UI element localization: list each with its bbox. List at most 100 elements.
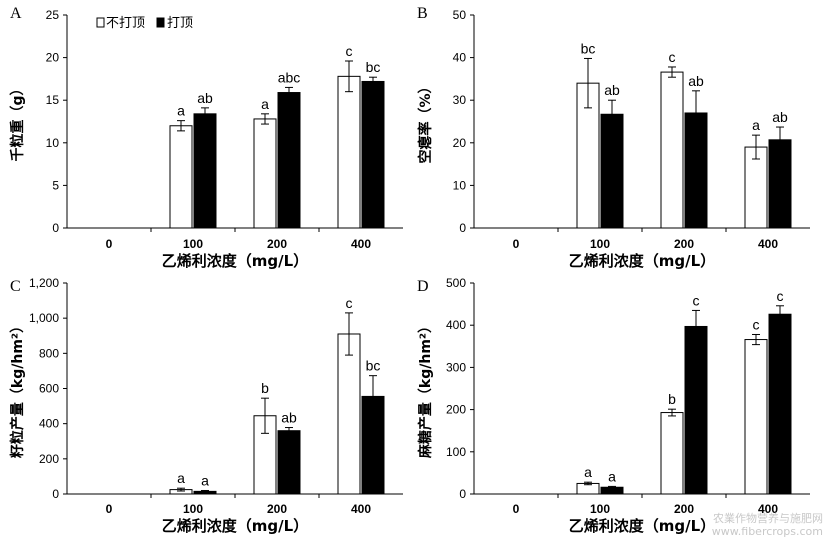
significance-label: a <box>584 464 592 480</box>
y-tick-label: 100 <box>446 445 466 459</box>
significance-label: a <box>261 96 269 112</box>
y-tick-label: 400 <box>446 318 466 332</box>
watermark-line2: www.fibercrops.com <box>711 525 823 538</box>
y-axis-label: 空瘪率（%） <box>417 79 434 163</box>
y-tick-label: 20 <box>46 51 60 65</box>
significance-label: a <box>752 117 760 133</box>
x-tick-label: 200 <box>674 237 694 251</box>
x-tick-label: 200 <box>267 502 287 516</box>
x-axis-label: 乙烯利浓度（mg/L） <box>162 252 308 270</box>
significance-label: c <box>669 49 676 65</box>
bar <box>337 75 361 229</box>
x-tick-label: 100 <box>590 502 610 516</box>
bar <box>600 113 624 229</box>
significance-label: a <box>608 468 616 484</box>
significance-label: bc <box>366 358 381 374</box>
significance-label: bc <box>581 40 596 56</box>
legend-label-untopped: 不打顶 <box>106 16 145 31</box>
x-tick-label: 100 <box>590 237 610 251</box>
chart-panel-c: C 0 200 400 600 800 1,000 1,200 籽粒产量（kg/hm²） 0 100… <box>9 276 403 535</box>
y-axis-label: 千粒重（g） <box>9 81 26 161</box>
x-tick-label: 100 <box>183 502 203 516</box>
bar <box>277 92 301 229</box>
significance-label: ab <box>197 90 213 106</box>
panel-letter: A <box>10 5 22 22</box>
bar <box>744 339 768 495</box>
bar <box>660 71 684 229</box>
bar <box>169 125 193 229</box>
significance-label: a <box>177 470 185 486</box>
significance-label: a <box>201 472 209 488</box>
y-tick-label: 0 <box>52 221 59 235</box>
y-tick-label: 20 <box>453 136 467 150</box>
x-tick-label: 0 <box>513 502 520 516</box>
y-tick-label: 40 <box>453 51 467 65</box>
bar <box>684 325 708 495</box>
watermark: 农業作物营养与施肥网 www.fibercrops.com <box>712 512 823 538</box>
legend: 不打顶 打顶 <box>96 16 193 31</box>
y-tick-label: 400 <box>39 417 59 431</box>
legend-label-topped: 打顶 <box>167 16 193 31</box>
y-tick-label: 600 <box>39 382 59 396</box>
x-axis-label: 乙烯利浓度（mg/L） <box>569 252 715 270</box>
x-tick-label: 200 <box>267 237 287 251</box>
x-tick-label: 100 <box>183 237 203 251</box>
y-axis-label: 籽粒产量（kg/hm²） <box>9 319 26 458</box>
legend-swatch-untopped <box>96 17 105 28</box>
panel-letter: C <box>10 278 21 295</box>
watermark-line1: 农業作物营养与施肥网 <box>713 512 823 525</box>
bar <box>768 313 792 495</box>
bar <box>361 80 385 229</box>
y-tick-label: 30 <box>453 93 467 107</box>
y-tick-label: 25 <box>46 8 60 22</box>
y-tick-label: 15 <box>46 93 60 107</box>
significance-label: b <box>668 391 676 407</box>
significance-label: c <box>753 316 760 332</box>
significance-label: abc <box>278 69 301 85</box>
significance-label: ab <box>281 410 297 426</box>
y-tick-label: 10 <box>453 178 467 192</box>
significance-label: bc <box>366 59 381 75</box>
x-tick-label: 0 <box>106 502 113 516</box>
x-tick-label: 400 <box>351 502 371 516</box>
panel-letter: B <box>417 5 428 22</box>
x-tick-label: 400 <box>351 237 371 251</box>
y-tick-label: 500 <box>446 276 466 290</box>
y-tick-label: 0 <box>52 487 59 501</box>
chart-panel-b: B 0 10 20 30 40 50 空瘪率（%） 0 100 200 400 乙烯利浓度（mg/L） b… <box>417 5 810 270</box>
y-tick-label: 300 <box>446 360 466 374</box>
x-tick-label: 0 <box>513 237 520 251</box>
panel-letter: D <box>417 278 429 295</box>
x-tick-label: 200 <box>674 502 694 516</box>
significance-label: a <box>177 103 185 119</box>
significance-label: ab <box>688 73 704 89</box>
y-tick-label: 200 <box>446 403 466 417</box>
y-tick-label: 0 <box>459 487 466 501</box>
y-tick-label: 5 <box>52 178 59 192</box>
legend-swatch-topped <box>156 17 165 28</box>
chart-panel-d: D 0 100 200 300 400 500 麻糖产量（kg/hm²） 0 100 200 400 乙… <box>417 276 810 535</box>
significance-label: c <box>346 295 353 311</box>
significance-label: c <box>777 288 784 304</box>
bar <box>277 430 301 495</box>
significance-label: b <box>261 380 269 396</box>
y-tick-label: 1,000 <box>29 311 59 325</box>
bar <box>193 113 217 229</box>
y-tick-label: 200 <box>39 452 59 466</box>
bar <box>337 333 361 495</box>
significance-label: ab <box>604 82 620 98</box>
bar <box>660 412 684 495</box>
y-tick-label: 800 <box>39 346 59 360</box>
x-axis-label: 乙烯利浓度（mg/L） <box>162 517 308 535</box>
y-tick-label: 0 <box>459 221 466 235</box>
x-tick-label: 400 <box>758 237 778 251</box>
bar <box>253 118 277 229</box>
x-tick-label: 400 <box>758 502 778 516</box>
x-tick-label: 0 <box>106 237 113 251</box>
y-tick-label: 10 <box>46 136 60 150</box>
significance-label: c <box>693 292 700 308</box>
y-axis-label: 麻糖产量（kg/hm²） <box>417 319 434 459</box>
significance-label: ab <box>772 109 788 125</box>
